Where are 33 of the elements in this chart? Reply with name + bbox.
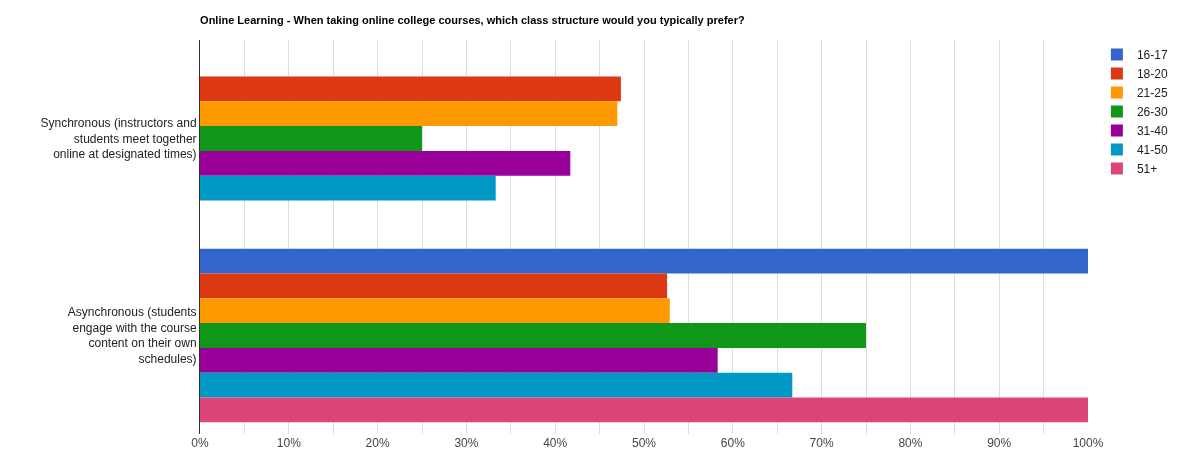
y-tick-label: Asynchronous (students engage with the course content on their own schedules) — [67, 305, 197, 367]
bar — [200, 175, 496, 201]
legend-label: 51+ — [1136, 162, 1158, 177]
x-tick-label: 90% — [987, 436, 1012, 450]
x-tick-label: 80% — [898, 436, 923, 450]
legend-label: 41-50 — [1136, 143, 1168, 158]
legend-label: 31-40 — [1136, 124, 1168, 139]
bar — [200, 101, 618, 127]
x-tick-label: 60% — [720, 436, 746, 450]
x-tick-label: 0% — [191, 436, 209, 450]
x-tick-label: 10% — [276, 436, 302, 450]
bar — [200, 323, 866, 348]
bar — [200, 150, 571, 176]
legend-label: 16-17 — [1136, 48, 1168, 63]
bar — [200, 397, 1088, 423]
x-tick-label: 30% — [454, 436, 479, 450]
legend-label: 26-30 — [1136, 105, 1168, 120]
bar — [200, 372, 793, 398]
x-tick-label: 20% — [365, 436, 390, 450]
legend-label: 18-20 — [1136, 67, 1168, 82]
bar — [200, 347, 718, 373]
y-tick-label: Synchronous (instructors and students meet together online at designated times) — [40, 116, 197, 162]
x-tick-label: 70% — [809, 436, 834, 450]
legend-label: 21-25 — [1136, 86, 1168, 101]
chart-title: Online Learning - When taking online college courses, which class structure would you typically prefer? — [200, 13, 745, 26]
bar — [200, 76, 621, 102]
bar — [200, 126, 422, 151]
x-tick-label: 100% — [1072, 436, 1104, 450]
x-tick-label: 40% — [543, 436, 568, 450]
bar — [200, 248, 1088, 274]
bar — [200, 298, 670, 324]
x-tick-label: 50% — [631, 436, 657, 450]
bar — [200, 273, 668, 299]
